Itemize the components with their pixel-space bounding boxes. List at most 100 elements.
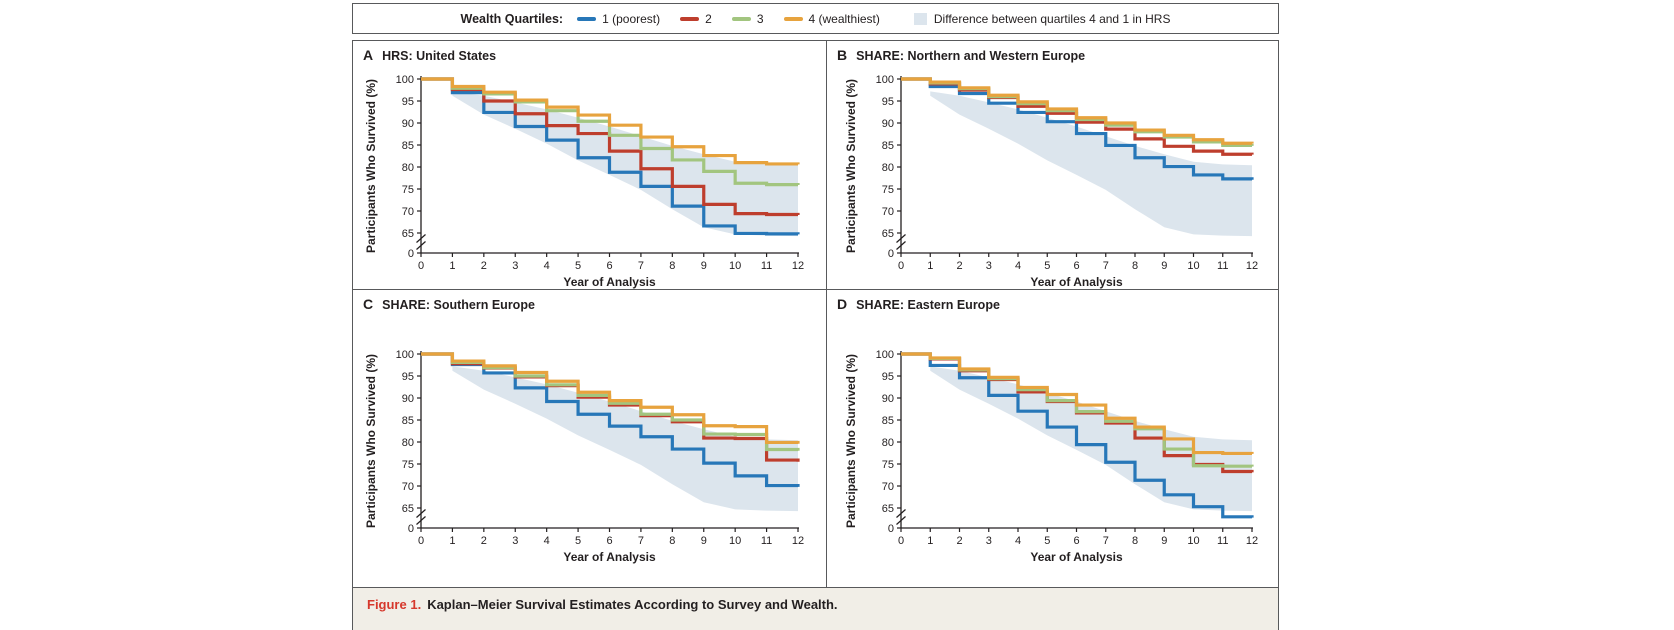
legend-item-label: 2 [705,11,712,26]
y-tick-label: 100 [396,349,414,361]
x-tick-label: 10 [729,260,741,272]
x-tick-label: 0 [418,535,424,547]
axis-break-mark [416,516,426,525]
x-tick-label: 3 [986,535,992,547]
panel-name: SHARE: Northern and Western Europe [856,49,1086,63]
x-tick-label: 4 [544,260,550,272]
legend-item-label: 4 (wealthiest) [808,11,880,26]
x-tick-label: 2 [956,260,962,272]
x-tick-label: 0 [898,260,904,272]
x-tick-label: 2 [481,260,487,272]
x-tick-label: 1 [927,260,933,272]
x-tick-label: 1 [449,535,455,547]
y-tick-label: 70 [882,481,894,493]
legend-item-hrs-difference: Difference between quartiles 4 and 1 in … [913,11,1171,26]
y-axis-label: Participants Who Survived (%) [364,79,378,253]
panel-b: B SHARE: Northern and Western Europe 0 65… [827,41,1278,290]
legend-line-swatch [680,16,700,21]
legend-item-label: 1 (poorest) [602,11,661,26]
x-tick-label: 1 [927,535,933,547]
x-tick-label: 12 [792,535,804,547]
y-tick-label: 80 [882,162,894,174]
survival-curve-quartile-1 [421,352,800,488]
hrs-difference-band [930,91,1252,237]
y-tick-label: 95 [882,96,894,108]
y-tick-label: 85 [882,140,894,152]
y-tick-label: 65 [402,228,414,240]
survival-curve-quartile-3 [421,77,800,187]
panel-d-title: D SHARE: Eastern Europe [837,296,1000,312]
y-tick-label: 90 [402,118,414,130]
y-tick-label: 85 [882,415,894,427]
y-tick-label: 75 [882,184,894,196]
axis-break-mark [896,234,906,243]
survival-curve-quartile-3 [421,352,800,452]
y-tick-label: 75 [402,459,414,471]
x-tick-label: 9 [1161,260,1167,272]
survival-curve-quartile-1 [901,77,1254,181]
x-tick-label: 5 [575,535,581,547]
x-tick-label: 8 [669,260,675,272]
y-axis-label: Participants Who Survived (%) [844,79,858,253]
x-tick-label: 12 [1246,260,1258,272]
x-axis-label: Year of Analysis [1030,275,1123,289]
y-tick-label: 95 [882,371,894,383]
x-tick-label: 0 [418,260,424,272]
y-tick-label: 95 [402,96,414,108]
figure-caption-text: Kaplan–Meier Survival Estimates Accordin… [427,597,838,612]
x-tick-label: 7 [638,260,644,272]
y-tick-label: 0 [888,523,894,535]
x-tick-label: 5 [1044,535,1050,547]
figure-caption-label: Figure 1. [367,597,422,612]
x-tick-label: 8 [1132,260,1138,272]
y-tick-label: 100 [396,74,414,86]
y-tick-label: 0 [888,248,894,260]
x-tick-label: 9 [701,260,707,272]
x-tick-label: 7 [1103,535,1109,547]
y-tick-label: 95 [402,371,414,383]
legend-item-quartile-4: 4 (wealthiest) [783,11,880,26]
axis-break-mark [416,241,426,250]
panels-grid: A HRS: United States 0 65 70 75 80 85 90 95 100 0… [352,40,1279,630]
x-tick-label: 6 [606,260,612,272]
legend-item-quartile-3: 3 [731,11,764,26]
y-tick-label: 90 [882,118,894,130]
y-tick-label: 65 [402,503,414,515]
survival-curve-quartile-2 [421,77,800,217]
y-tick-label: 100 [876,349,894,361]
x-axis-label: Year of Analysis [563,275,656,289]
x-tick-label: 3 [986,260,992,272]
legend-items: 1 (poorest) 2 3 4 (wealthiest) Difference be… [577,12,1170,26]
x-axis-label: Year of Analysis [563,550,656,564]
legend-band-swatch [913,12,927,25]
survival-curve-quartile-4 [421,77,800,166]
legend-item-label: 3 [756,11,764,26]
x-tick-label: 11 [1217,260,1228,272]
y-tick-label: 80 [882,437,894,449]
axis-break-mark [416,509,426,518]
panel-c: C SHARE: Southern Europe 0 65 70 75 80 85 90 95… [353,290,827,587]
x-tick-label: 6 [606,535,612,547]
panel-a: A HRS: United States 0 65 70 75 80 85 90 95 100 0… [353,41,827,290]
y-tick-label: 70 [882,206,894,218]
axis-break-mark [896,516,906,525]
y-tick-label: 65 [882,228,894,240]
panel-letter: A [363,47,374,63]
x-tick-label: 9 [701,535,707,547]
legend-line-swatch [783,16,803,21]
panel-d: D SHARE: Eastern Europe 0 65 70 75 80 85 90 95 1… [827,290,1278,587]
survival-curve-quartile-1 [421,77,800,236]
panel-letter: B [837,47,848,63]
x-tick-label: 10 [1187,535,1199,547]
x-axis-label: Year of Analysis [1030,550,1123,564]
survival-curve-quartile-4 [901,352,1254,456]
x-tick-label: 6 [1073,535,1079,547]
legend-item-label: Difference between quartiles 4 and 1 in … [933,11,1171,26]
x-tick-label: 0 [898,535,904,547]
hrs-difference-band [930,366,1252,512]
x-tick-label: 6 [1073,260,1079,272]
panel-c-title: C SHARE: Southern Europe [363,296,535,312]
y-tick-label: 0 [408,248,414,260]
